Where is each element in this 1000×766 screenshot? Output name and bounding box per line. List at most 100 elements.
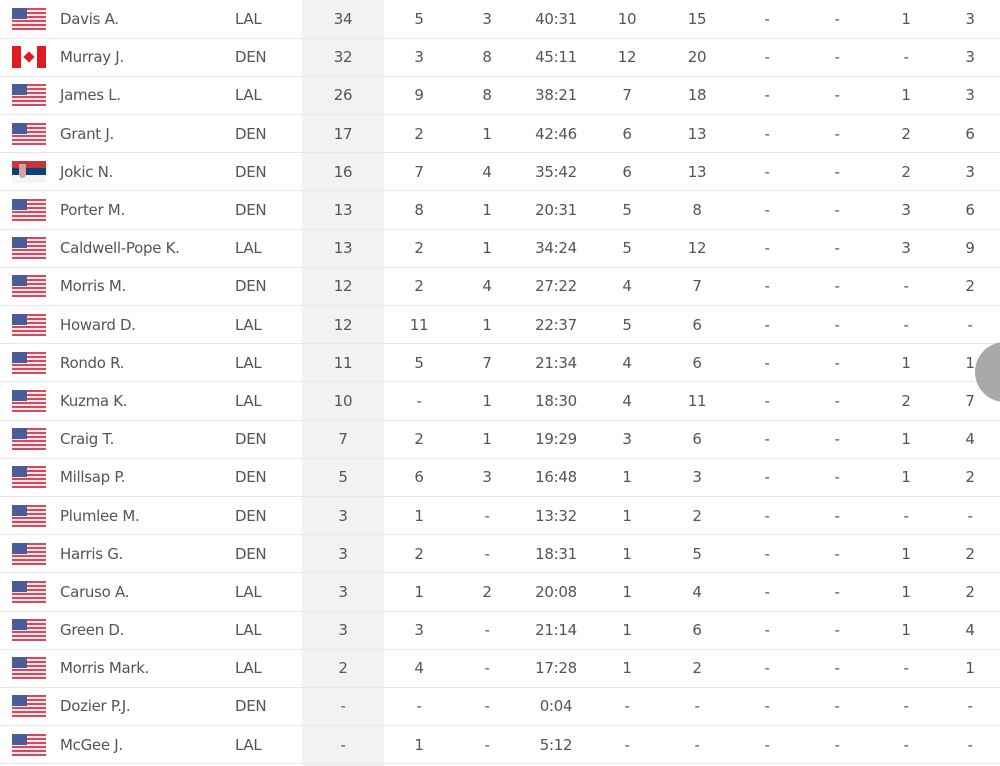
- stat-cell: 21:14: [535, 621, 577, 640]
- table-row[interactable]: Kuzma K. LAL 10 - 1 18:30 4 11 - - 2 7: [0, 382, 1000, 421]
- stat-cell: 1: [965, 353, 975, 372]
- stat-cell: -: [340, 735, 346, 754]
- table-row[interactable]: Howard D. LAL 12 11 1 22:37 5 6- - - -: [0, 306, 1000, 344]
- table-row[interactable]: Caldwell-Pope K. LAL 13 2 1 34:24 5 12 - - 3 9: [0, 229, 1000, 268]
- table-row[interactable]: Craig T. DEN 7 2 1 19:29 3 6 - - 1 4: [0, 420, 1000, 459]
- table-row[interactable]: Jokic N. DEN 16 7 4 35:42 6 13 - - 2 3: [0, 153, 1000, 191]
- table-row[interactable]: Murray J. DEN 32 3 8 45:11 12 20 - - - 3: [0, 38, 1000, 77]
- stat-cell: 32: [333, 48, 353, 67]
- flag-us-icon: [12, 122, 46, 145]
- flag-us-icon: [12, 580, 46, 603]
- stat-cell: 17: [333, 124, 353, 143]
- stat-cell: 42:46: [535, 124, 577, 143]
- stat-cell: -: [834, 582, 840, 601]
- player-name[interactable]: Kuzma K.: [60, 391, 128, 410]
- stat-cell: 3: [965, 9, 975, 28]
- stat-cell: -: [764, 659, 770, 678]
- table-row[interactable]: Plumlee M. DEN 3 1 - 13:32 1 2 - - - -: [0, 496, 1000, 535]
- table-row[interactable]: McGee J. LAL - 1 - 5:12 - - - - - -: [0, 726, 1000, 764]
- stat-cell: -: [764, 468, 770, 487]
- table-row[interactable]: Davis A. LAL 34 5 3 40:31 10 15 - - 1 3: [0, 0, 1000, 39]
- player-name[interactable]: Harris G.: [60, 544, 123, 563]
- stat-cell: 3: [414, 621, 424, 640]
- stat-cell: 6: [965, 124, 975, 143]
- player-name[interactable]: Davis A.: [60, 9, 119, 28]
- stat-cell: 34:24: [535, 239, 577, 258]
- player-name[interactable]: Howard D.: [60, 315, 136, 334]
- stat-cell: -: [834, 544, 840, 563]
- player-name[interactable]: Jokic N.: [60, 162, 114, 181]
- table-row[interactable]: Dozier P.J. DEN - - - 0:04 - - - - - -: [0, 687, 1000, 726]
- stat-cell: -: [834, 201, 840, 220]
- stat-cell: 19:29: [535, 430, 577, 449]
- player-name[interactable]: Morris M.: [60, 277, 126, 296]
- player-name[interactable]: McGee J.: [60, 735, 123, 754]
- stat-cell: 7: [965, 391, 975, 410]
- stat-cell: 1: [482, 239, 492, 258]
- stat-cell: 1: [901, 9, 911, 28]
- stat-cell: 13: [333, 201, 353, 220]
- player-name[interactable]: Caruso A.: [60, 582, 130, 601]
- table-row[interactable]: Millsap P. DEN 5 6 3 16:48 1 3 - - 1 2: [0, 458, 1000, 497]
- stat-cell: 18:30: [535, 391, 577, 410]
- stat-cell: 16: [333, 162, 353, 181]
- stat-cell: 3: [965, 86, 975, 105]
- stat-cell: -: [834, 124, 840, 143]
- stat-cell: 1: [482, 201, 492, 220]
- table-row[interactable]: Morris Mark. LAL 2 4 - 17:28 1 2 - - - 1: [0, 649, 1000, 688]
- stat-cell: 6: [622, 162, 632, 181]
- player-name[interactable]: Porter M.: [60, 201, 125, 220]
- stat-cell: -: [764, 48, 770, 67]
- player-name[interactable]: Grant J.: [60, 124, 114, 143]
- flag-us-icon: [12, 84, 46, 107]
- team-abbr: LAL: [235, 735, 262, 754]
- table-row[interactable]: Porter M. DEN 13 8 1 20:31 5 8 - - 3 6: [0, 191, 1000, 230]
- stat-cell: 4: [414, 659, 424, 678]
- table-row[interactable]: Harris G. DEN 3 2 - 18:31 1 5 - - 1 2: [0, 535, 1000, 573]
- stat-cell: -: [484, 697, 490, 716]
- stat-cell: 3: [965, 162, 975, 181]
- stat-cell: 4: [692, 582, 702, 601]
- stat-cell: 1: [622, 506, 632, 525]
- stat-cell: 11: [409, 315, 429, 334]
- table-row[interactable]: Morris M. DEN 12 2 4 27:22 4 7 - - - 2: [0, 267, 1000, 306]
- stat-cell: 4: [965, 621, 975, 640]
- player-name[interactable]: Morris Mark.: [60, 659, 150, 678]
- stat-cell: -: [764, 506, 770, 525]
- player-name[interactable]: Craig T.: [60, 430, 115, 449]
- stat-cell: 21:34: [535, 353, 577, 372]
- stat-cell: 4: [965, 430, 975, 449]
- player-name[interactable]: Plumlee M.: [60, 506, 140, 525]
- stat-cell: 2: [965, 468, 975, 487]
- table-row[interactable]: Green D. LAL 3 3 - 21:14 1 6 - - 1 4: [0, 611, 1000, 650]
- stat-cell: 12: [333, 315, 353, 334]
- team-abbr: LAL: [235, 86, 262, 105]
- player-name[interactable]: James L.: [60, 86, 121, 105]
- stat-cell: 2: [965, 277, 975, 296]
- player-name[interactable]: Rondo R.: [60, 353, 125, 372]
- table-row[interactable]: James L. LAL 26 9 8 38:21 7 18 - - 1 3: [0, 76, 1000, 115]
- stat-cell: 5: [692, 544, 702, 563]
- player-name[interactable]: Millsap P.: [60, 468, 126, 487]
- stat-cell: 13: [687, 162, 707, 181]
- stat-cell: -: [764, 162, 770, 181]
- stat-cell: 2: [414, 239, 424, 258]
- stat-cell: 6: [622, 124, 632, 143]
- player-name[interactable]: Dozier P.J.: [60, 697, 131, 716]
- stat-cell: 3: [901, 239, 911, 258]
- flag-us-icon: [12, 428, 46, 451]
- player-name[interactable]: Caldwell-Pope K.: [60, 239, 180, 258]
- table-row[interactable]: Grant J. DEN 17 2 1 42:46 6 13 - - 2 6: [0, 115, 1000, 153]
- stat-cell: 2: [414, 544, 424, 563]
- player-name[interactable]: Murray J.: [60, 48, 124, 67]
- stat-cell: 45:11: [535, 48, 577, 67]
- stat-cell: 2: [901, 124, 911, 143]
- stat-cell: 2: [692, 506, 702, 525]
- player-name[interactable]: Green D.: [60, 621, 125, 640]
- table-row[interactable]: Rondo R. LAL 11 5 7 21:34 4 6- -1 1: [0, 344, 1000, 382]
- stat-cell: -: [903, 277, 909, 296]
- table-row[interactable]: Caruso A. LAL 3 1 2 20:08 1 4 - - 1 2: [0, 573, 1000, 611]
- stat-cell: -: [834, 48, 840, 67]
- stat-cell: -: [764, 86, 770, 105]
